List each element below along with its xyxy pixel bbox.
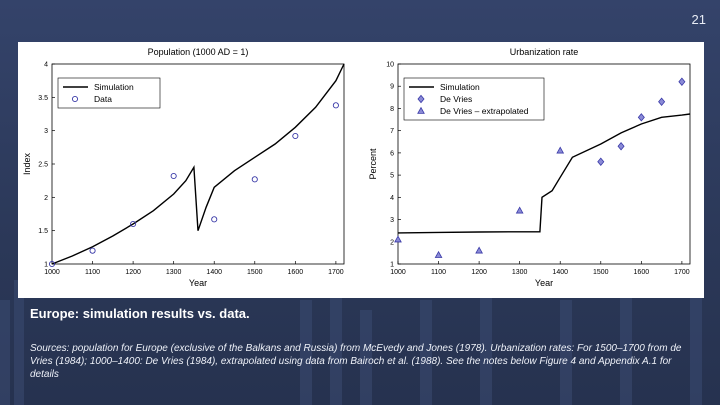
legend-swatch-0-1	[71, 95, 79, 103]
data-point-0-1-5	[251, 176, 258, 183]
x-tick-label-0-2: 1200	[125, 269, 141, 276]
legend-swatch-1-2	[417, 106, 425, 114]
y-tick-label-1-8: 9	[390, 84, 394, 91]
y-axis-label-1: Percent	[368, 148, 378, 180]
series-line-0-0	[51, 63, 345, 265]
y-tick-label-0-4: 3	[44, 128, 48, 135]
data-point-0-1-2	[130, 220, 137, 228]
data-point-0-1-0	[48, 260, 56, 268]
data-point-1-1-1	[617, 141, 625, 151]
y-tick-label-0-0: 1	[44, 262, 48, 269]
y-tick-label-1-3: 4	[390, 195, 394, 202]
legend-label-1-1: De Vries	[440, 94, 472, 104]
data-point-0-1-6	[292, 132, 299, 140]
data-point-1-2-3	[515, 206, 524, 214]
x-tick-label-1-4: 1400	[552, 269, 568, 276]
y-tick-label-1-5: 6	[390, 150, 394, 157]
data-point-0-1-4	[211, 216, 218, 223]
y-tick-label-1-6: 7	[390, 128, 394, 135]
data-point-1-1-2	[637, 113, 645, 122]
x-tick-label-0-0: 1000	[44, 269, 60, 276]
x-tick-label-1-2: 1200	[471, 269, 487, 276]
x-tick-label-0-3: 1300	[166, 269, 182, 276]
data-point-0-1-3	[170, 172, 177, 180]
y-tick-label-1-2: 3	[390, 217, 394, 224]
legend-swatch-1-1	[417, 94, 425, 104]
chart-title-1: Urbanization rate	[510, 47, 579, 57]
x-tick-label-1-3: 1300	[512, 269, 528, 276]
data-point-1-2-0	[394, 235, 402, 243]
x-tick-label-1-5: 1500	[593, 269, 609, 276]
data-point-1-2-4	[556, 146, 565, 154]
x-tick-label-1-6: 1600	[634, 269, 650, 276]
data-point-0-1-1	[89, 247, 96, 254]
charts-svg: Population (1000 AD = 1) 1000 1100 1200 1300…	[22, 47, 691, 288]
x-tick-label-0-5: 1500	[247, 269, 263, 276]
y-tick-label-1-1: 2	[390, 239, 394, 246]
legend-label-1-0: Simulation	[440, 82, 480, 92]
legend-box-1	[403, 77, 545, 121]
x-tick-label-1-1: 1100	[431, 269, 446, 276]
y-tick-label-1-9: 10	[386, 62, 394, 69]
x-tick-label-1-0: 1000	[390, 269, 406, 276]
y-tick-label-1-0: 1	[390, 262, 394, 269]
data-point-1-2-1	[434, 250, 443, 258]
chart-title-0: Population (1000 AD = 1)	[148, 47, 249, 57]
data-point-1-2-2	[475, 246, 483, 254]
figure-panel: Population (1000 AD = 1) 1000 1100 1200 1300…	[18, 42, 704, 298]
y-tick-label-0-2: 2	[44, 195, 48, 202]
plot-frame-1	[397, 63, 691, 265]
y-tick-label-1-4: 5	[390, 173, 394, 180]
data-point-1-1-4	[678, 77, 686, 87]
y-tick-label-0-3: 2.5	[38, 162, 48, 169]
data-point-1-1-3	[658, 97, 666, 107]
x-tick-label-0-6: 1600	[288, 269, 304, 276]
data-point-1-1-0	[597, 157, 605, 167]
caption-sources: Sources: population for Europe (exclusiv…	[30, 343, 682, 380]
x-tick-label-0-1: 1100	[85, 269, 100, 276]
legend-label-0-1: Data	[94, 94, 112, 104]
x-axis-label-0: Year	[189, 278, 207, 288]
y-tick-label-0-6: 4	[44, 62, 48, 69]
x-tick-label-0-4: 1400	[206, 269, 222, 276]
slide-number: 21	[691, 12, 706, 27]
x-axis-label-1: Year	[535, 278, 553, 288]
y-tick-label-0-5: 3.5	[38, 95, 48, 102]
x-tick-label-0-7: 1700	[328, 269, 344, 276]
y-tick-label-1-7: 8	[390, 106, 394, 113]
y-tick-label-0-1: 1.5	[38, 228, 48, 235]
caption-title: Europe: simulation results vs. data.	[30, 306, 250, 321]
legend-label-0-0: Simulation	[94, 82, 134, 92]
legend-box-0	[57, 77, 161, 109]
data-point-0-1-7	[332, 102, 339, 109]
legend-label-1-2: De Vries – extrapolated	[440, 106, 529, 116]
series-line-1-0	[397, 113, 691, 234]
x-tick-label-1-7: 1700	[674, 269, 690, 276]
y-axis-label-0: Index	[22, 152, 32, 175]
